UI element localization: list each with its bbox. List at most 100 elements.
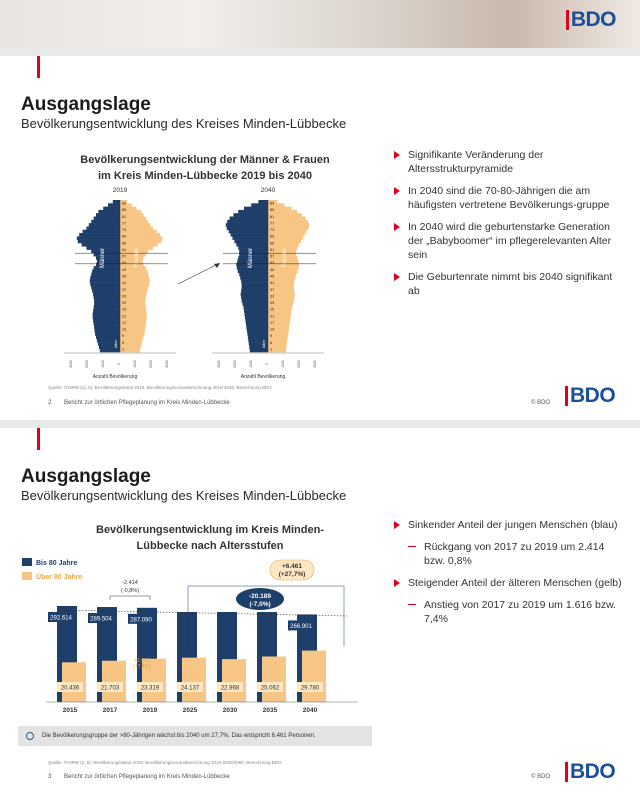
axis-label-age: Alter [261,339,266,348]
age-tick-label: 29 [270,301,274,305]
annotation-total-young: -20.189 [249,593,271,600]
age-tick-label: 45 [122,275,126,279]
male-bar [246,325,268,330]
age-tick-label: 81 [270,215,274,219]
male-bar [91,249,120,254]
female-bar [120,312,147,316]
male-bar [227,219,268,224]
age-tick-label: 13 [122,328,126,332]
male-bar [241,289,268,293]
male-bar [90,276,120,280]
female-bar [268,249,297,254]
note-text: Die Bevölkerungsgruppe der >80-Jährigen … [42,733,316,739]
arrow-line [177,263,219,285]
male-bar [82,229,120,234]
annotation-total-old: +6.461 [282,563,302,570]
female-bar [268,269,298,273]
age-tick-label: 65 [122,241,126,245]
female-bar [268,312,292,316]
age-tick-label: 41 [270,281,274,285]
male-bar [86,226,120,231]
female-bar [268,295,295,300]
female-bar [120,262,144,267]
x-tick-label: 1000 [101,360,105,368]
female-bar [268,289,295,293]
age-tick-label: 9 [270,334,272,338]
female-bar [120,325,146,330]
female-bar [268,236,303,240]
female-bar [268,276,296,280]
male-bar [249,345,268,349]
x-tick-label: 2000 [85,360,89,368]
age-tick-label: 41 [122,281,126,285]
male-bar [93,305,120,310]
male-bar [96,259,120,264]
age-tick-label: 1 [270,348,272,352]
male-bar [93,322,120,326]
x-tick-label: 1000 [281,360,285,368]
x-tick-label: 2000 [297,360,301,368]
age-tick-label: 57 [270,255,274,259]
age-tick-label: 17 [122,321,126,325]
female-bar [268,206,292,211]
age-tick-label: 49 [122,268,126,272]
bullet-list: Sinkender Anteil der jungen Menschen (bl… [392,518,622,634]
female-bar [268,219,308,224]
male-bar [88,223,120,227]
female-bar [120,332,145,336]
copyright: © BDO [531,774,551,780]
female-bar [120,203,132,207]
age-tick-label: 1 [122,348,124,352]
age-tick-label: 37 [270,288,274,292]
x-tick-label: 1000 [249,360,253,368]
male-bar [240,292,268,297]
bar-old [182,657,206,702]
bar-old [102,660,126,702]
female-bar [120,223,151,227]
female-bar [268,325,290,330]
male-bar [91,272,120,277]
female-bar [268,348,286,353]
male-bar [93,252,120,257]
x-tick-label: 3000 [217,360,221,368]
male-bar [92,315,120,320]
female-bar [120,322,146,326]
male-bar [244,206,268,211]
label-box-old [297,682,323,692]
female-bar [120,338,143,343]
data-label-old: 23.319 [141,686,160,692]
x-tick-label: 3000 [313,360,317,368]
legend-swatch-old [22,572,32,580]
male-bar [244,312,268,316]
male-bar [236,262,268,267]
male-bar [112,200,120,204]
female-bar [120,249,149,254]
male-bar [79,233,120,237]
male-bar [233,213,268,217]
male-bar [239,252,268,257]
footer-text: Bericht zur örtlichen Pflegeplanung im K… [64,400,230,406]
source-note: Quelle: IT.NRW (1), 5); Bevölkerungsstan… [48,385,272,390]
age-tick-label: 53 [270,261,274,265]
female-bar [268,239,301,244]
female-bar [120,236,163,240]
age-tick-label: 33 [122,294,126,298]
male-bar [86,246,120,250]
info-note: Die Bevölkerungsgruppe der >80-Jährigen … [18,726,372,746]
axis-label-age: Alter [113,339,118,348]
male-bar [244,315,268,320]
age-tick-label: 21 [270,314,274,318]
bullet-item: Sinkender Anteil der jungen Menschen (bl… [392,518,622,532]
female-bar [268,315,291,320]
male-bar [238,209,268,214]
female-bar [268,203,285,207]
female-bar [120,285,149,290]
male-bar [245,318,268,323]
age-tick-label: 85 [270,208,274,212]
female-bar [120,279,150,283]
x-axis-label: Anzahl Bevölkerung [93,374,138,380]
male-bar [229,216,268,221]
female-bar [268,226,309,231]
male-bar [98,345,120,349]
accent-bar [37,56,40,78]
